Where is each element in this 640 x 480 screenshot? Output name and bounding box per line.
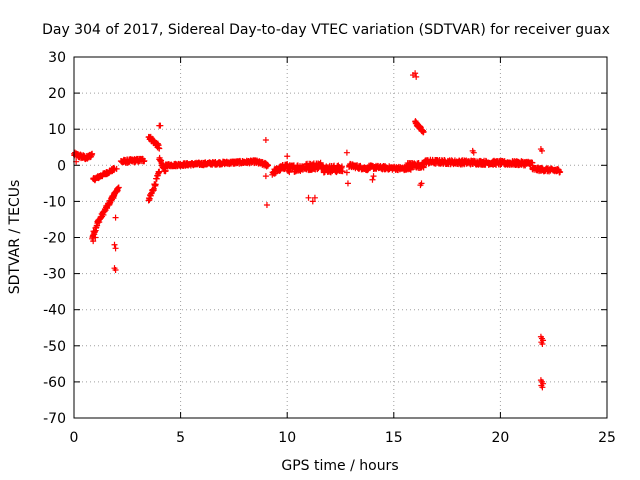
data-point bbox=[263, 202, 270, 209]
data-point bbox=[557, 168, 564, 175]
data-point bbox=[141, 157, 148, 164]
data-point bbox=[470, 149, 477, 156]
x-tick-label: 5 bbox=[176, 430, 185, 446]
x-tick-label: 10 bbox=[278, 430, 296, 446]
data-point bbox=[112, 214, 119, 221]
data-point bbox=[89, 150, 96, 157]
data-point bbox=[539, 384, 546, 391]
grid-lines bbox=[74, 57, 607, 418]
data-point bbox=[113, 165, 120, 172]
data-point bbox=[309, 198, 316, 205]
x-tick-label: 25 bbox=[598, 430, 616, 446]
y-tick-label: -30 bbox=[43, 267, 66, 283]
data-point bbox=[305, 194, 312, 201]
y-tick-label: 10 bbox=[48, 122, 66, 138]
data-point bbox=[339, 168, 346, 175]
data-point bbox=[538, 147, 545, 154]
data-point bbox=[157, 122, 164, 129]
data-point bbox=[370, 173, 377, 180]
data-point bbox=[412, 70, 419, 77]
plot-frame bbox=[73, 56, 608, 419]
data-point bbox=[156, 145, 163, 152]
data-point bbox=[529, 159, 536, 166]
chart-title: Day 304 of 2017, Sidereal Day-to-day VTE… bbox=[42, 22, 610, 38]
y-tick-label: 0 bbox=[57, 158, 66, 174]
axis-ticks: 0 5 10 15 20 25 30 20 10 0 -10 -20 -30 -40 -50 -60 -70 bbox=[43, 50, 616, 446]
y-tick-label: -20 bbox=[43, 231, 66, 247]
y-tick-label: -40 bbox=[43, 303, 66, 319]
x-tick-label: 15 bbox=[385, 430, 403, 446]
data-point bbox=[413, 73, 420, 80]
y-tick-label: -70 bbox=[43, 411, 66, 427]
y-axis-label: SDTVAR / TECUs bbox=[7, 180, 23, 295]
data-point bbox=[262, 137, 269, 144]
data-point bbox=[115, 184, 122, 191]
data-point bbox=[152, 181, 159, 188]
x-tick-label: 20 bbox=[491, 430, 509, 446]
x-axis-label: GPS time / hours bbox=[281, 458, 398, 474]
y-tick-label: -60 bbox=[43, 375, 66, 391]
data-point bbox=[369, 176, 376, 183]
data-point bbox=[112, 266, 119, 273]
x-tick-label: 0 bbox=[70, 430, 79, 446]
data-point bbox=[343, 169, 350, 176]
y-tick-label: 20 bbox=[48, 86, 66, 102]
data-point bbox=[162, 167, 169, 174]
y-tick-label: 30 bbox=[48, 50, 66, 66]
data-point bbox=[344, 180, 351, 187]
data-point bbox=[265, 162, 272, 169]
y-tick-label: -50 bbox=[43, 339, 66, 355]
data-point bbox=[420, 128, 427, 135]
data-point bbox=[90, 238, 97, 245]
data-point bbox=[156, 168, 163, 175]
data-point bbox=[311, 194, 318, 201]
data-point bbox=[111, 241, 118, 248]
y-tick-label: -10 bbox=[43, 194, 66, 210]
data-point bbox=[262, 173, 269, 180]
data-point bbox=[284, 153, 291, 160]
data-points bbox=[71, 70, 564, 391]
data-point bbox=[343, 149, 350, 156]
data-point bbox=[92, 234, 99, 241]
data-point bbox=[539, 340, 546, 347]
data-point bbox=[417, 182, 424, 189]
data-point bbox=[112, 245, 119, 252]
